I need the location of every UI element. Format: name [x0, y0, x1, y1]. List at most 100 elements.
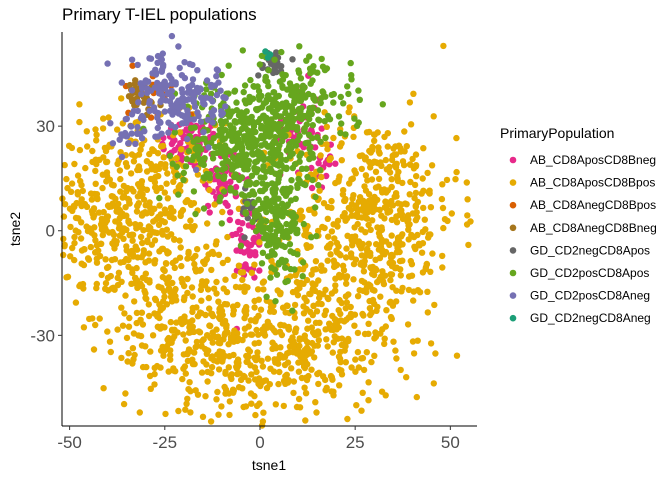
- point: [276, 224, 283, 232]
- point: [377, 273, 385, 280]
- point: [202, 345, 209, 353]
- point: [170, 367, 177, 374]
- point: [159, 63, 167, 70]
- point: [203, 86, 210, 93]
- point: [143, 158, 151, 165]
- point: [96, 315, 103, 322]
- point: [213, 396, 220, 403]
- point: [88, 196, 96, 203]
- point: [162, 410, 169, 418]
- point: [120, 400, 128, 408]
- point: [228, 161, 235, 168]
- point: [263, 293, 270, 300]
- point: [201, 155, 208, 162]
- point: [343, 245, 350, 252]
- point: [382, 392, 389, 399]
- point: [328, 228, 336, 235]
- point: [192, 344, 199, 351]
- point: [388, 315, 395, 323]
- point: [419, 228, 426, 236]
- point: [338, 335, 346, 342]
- point: [401, 128, 408, 135]
- point: [161, 267, 168, 275]
- point: [138, 91, 145, 98]
- point: [146, 372, 154, 380]
- point: [237, 376, 245, 384]
- point: [184, 197, 191, 204]
- point: [258, 260, 266, 267]
- point: [333, 239, 341, 247]
- point: [448, 210, 455, 217]
- point: [427, 204, 435, 211]
- x-tick-label: 25: [346, 433, 365, 452]
- point: [384, 143, 391, 150]
- point: [230, 311, 237, 318]
- point: [169, 102, 176, 110]
- legend-key: [509, 179, 517, 186]
- point: [151, 364, 158, 372]
- point: [310, 302, 317, 310]
- point: [393, 355, 400, 362]
- point: [363, 349, 370, 356]
- point: [184, 111, 191, 118]
- legend-label: GD_CD2posCD8Aneg: [530, 289, 650, 303]
- point: [121, 310, 128, 317]
- point: [280, 402, 287, 410]
- point: [219, 136, 226, 143]
- point: [103, 216, 110, 224]
- point: [258, 216, 265, 224]
- point: [129, 98, 136, 105]
- point: [173, 155, 180, 162]
- point: [356, 287, 363, 294]
- point: [322, 387, 329, 394]
- point: [140, 227, 147, 234]
- point: [184, 135, 191, 143]
- point: [346, 180, 353, 187]
- point: [210, 250, 217, 258]
- point: [347, 313, 354, 321]
- point: [161, 288, 168, 295]
- point: [321, 118, 328, 125]
- point: [68, 144, 76, 152]
- point: [352, 356, 359, 363]
- point: [215, 132, 222, 139]
- point: [210, 107, 218, 114]
- point: [398, 288, 405, 295]
- point: [126, 314, 133, 322]
- point: [382, 198, 389, 205]
- point: [264, 253, 272, 260]
- point: [444, 217, 451, 225]
- point: [242, 403, 250, 410]
- point: [227, 178, 234, 185]
- point: [251, 199, 258, 207]
- point: [92, 126, 99, 133]
- point: [308, 348, 315, 356]
- point: [137, 115, 145, 122]
- point: [140, 99, 147, 106]
- point: [181, 294, 188, 301]
- point: [258, 134, 265, 142]
- point: [78, 181, 85, 189]
- point: [223, 158, 231, 165]
- point: [307, 80, 314, 87]
- point: [186, 319, 193, 326]
- point: [216, 198, 223, 205]
- point: [356, 152, 364, 160]
- point: [245, 377, 252, 384]
- point: [184, 89, 191, 96]
- point: [411, 181, 419, 189]
- point: [248, 269, 255, 276]
- point: [208, 363, 216, 371]
- point: [295, 395, 303, 403]
- point: [171, 146, 178, 154]
- point: [209, 155, 217, 162]
- point: [278, 62, 285, 70]
- point: [316, 166, 324, 174]
- point: [243, 182, 250, 189]
- point: [90, 346, 98, 353]
- point: [411, 243, 418, 250]
- point: [439, 181, 446, 188]
- point: [382, 156, 389, 164]
- point: [252, 180, 259, 188]
- point: [244, 140, 251, 147]
